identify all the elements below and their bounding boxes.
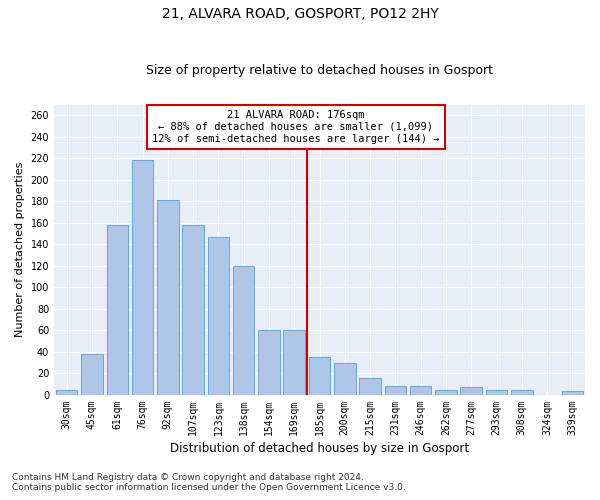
Text: 21, ALVARA ROAD, GOSPORT, PO12 2HY: 21, ALVARA ROAD, GOSPORT, PO12 2HY bbox=[161, 8, 439, 22]
Bar bbox=[56, 390, 77, 395]
Bar bbox=[511, 390, 533, 395]
X-axis label: Distribution of detached houses by size in Gosport: Distribution of detached houses by size … bbox=[170, 442, 469, 455]
Bar bbox=[81, 354, 103, 395]
Bar bbox=[309, 358, 330, 395]
Bar bbox=[258, 330, 280, 395]
Bar bbox=[460, 388, 482, 395]
Bar bbox=[410, 386, 431, 395]
Bar bbox=[562, 390, 583, 395]
Bar bbox=[132, 160, 153, 395]
Bar bbox=[486, 390, 507, 395]
Bar bbox=[385, 386, 406, 395]
Y-axis label: Number of detached properties: Number of detached properties bbox=[15, 162, 25, 338]
Bar bbox=[283, 330, 305, 395]
Bar bbox=[182, 225, 204, 395]
Text: 21 ALVARA ROAD: 176sqm
← 88% of detached houses are smaller (1,099)
12% of semi-: 21 ALVARA ROAD: 176sqm ← 88% of detached… bbox=[152, 110, 439, 144]
Bar bbox=[359, 378, 381, 395]
Bar bbox=[334, 362, 356, 395]
Bar bbox=[208, 237, 229, 395]
Bar bbox=[435, 390, 457, 395]
Text: Contains HM Land Registry data © Crown copyright and database right 2024.: Contains HM Land Registry data © Crown c… bbox=[12, 474, 364, 482]
Text: Contains public sector information licensed under the Open Government Licence v3: Contains public sector information licen… bbox=[12, 484, 406, 492]
Bar bbox=[233, 266, 254, 395]
Bar bbox=[157, 200, 179, 395]
Title: Size of property relative to detached houses in Gosport: Size of property relative to detached ho… bbox=[146, 64, 493, 77]
Bar bbox=[107, 225, 128, 395]
